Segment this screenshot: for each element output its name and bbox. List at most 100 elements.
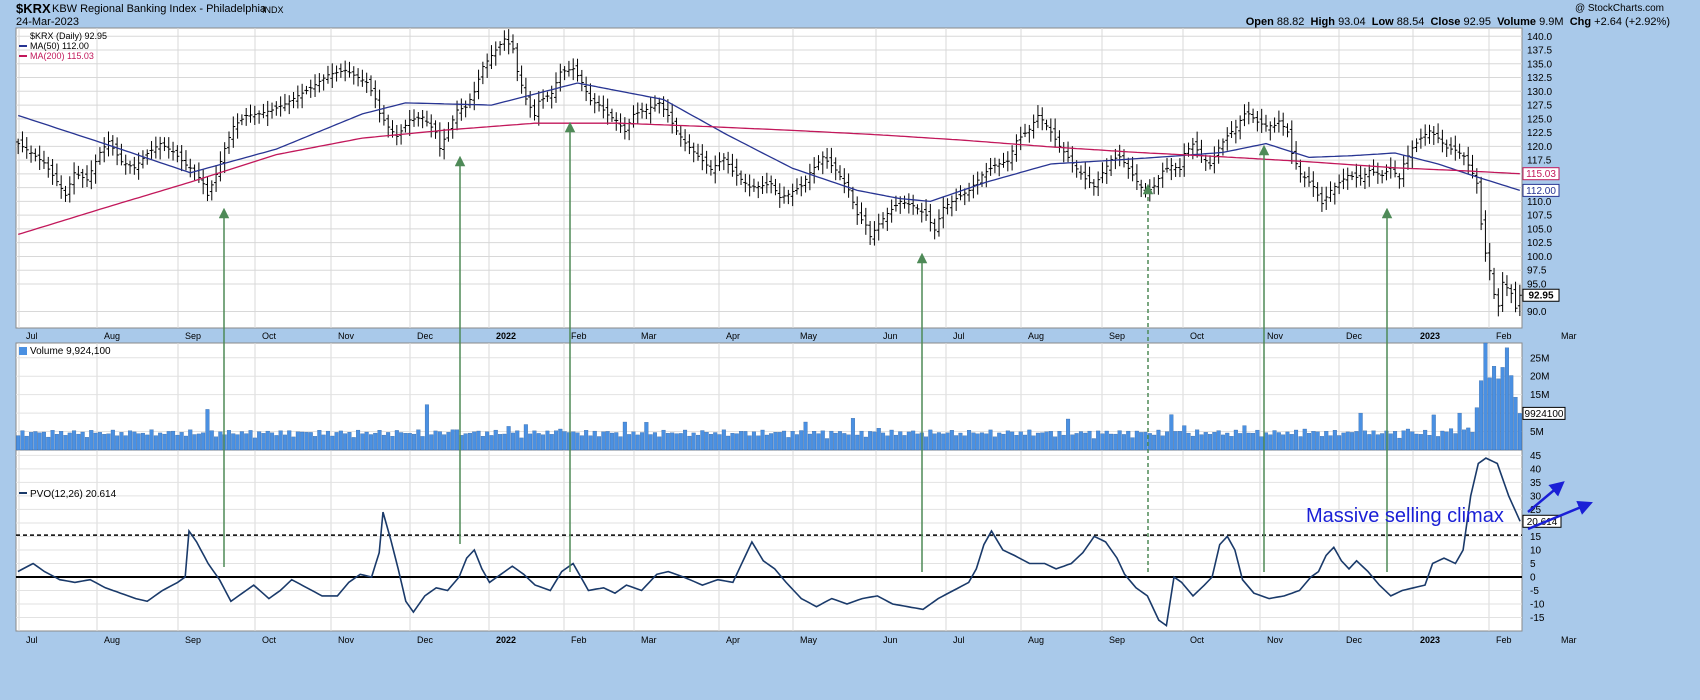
pvo-tick-label: 25 — [1530, 505, 1542, 516]
volume-bar — [368, 434, 373, 451]
volume-bar — [584, 430, 589, 451]
volume-bar — [295, 431, 300, 451]
volume-bar — [321, 434, 326, 451]
volume-bar — [493, 429, 498, 451]
price-value-tag-label: 112.00 — [1526, 186, 1556, 197]
volume-bar — [115, 435, 120, 451]
volume-bar — [136, 433, 141, 451]
chart-header: $KRX KBW Regional Banking Index - Philad… — [0, 0, 1700, 30]
volume-bar — [274, 435, 279, 451]
volume-bar — [1066, 418, 1071, 451]
volume-bar — [356, 429, 361, 451]
pvo-month-label: Sep — [1109, 635, 1125, 645]
price-value-tag — [1522, 288, 1560, 302]
description: KBW Regional Banking Index - Philadelphi… — [52, 3, 267, 15]
volume-bar — [485, 431, 490, 451]
volume-bar — [282, 434, 287, 451]
volume-bar — [313, 436, 318, 451]
volume-bar — [196, 433, 201, 451]
volume-tick-label: 15M — [1530, 390, 1549, 401]
volume-bar — [1281, 434, 1286, 451]
volume-bar — [1457, 412, 1462, 451]
pvo-month-label: Apr — [726, 635, 740, 645]
volume-bar — [1311, 431, 1316, 451]
volume-bar — [1315, 431, 1320, 451]
volume-bar — [41, 431, 46, 451]
volume-bar — [1156, 429, 1161, 451]
volume-bar — [364, 431, 369, 451]
volume-bar — [1272, 430, 1277, 451]
volume-bar — [721, 429, 726, 451]
volume-bar — [1268, 434, 1273, 451]
volume-bar — [76, 433, 81, 451]
volume-bar — [1027, 429, 1032, 451]
volume-bar — [1121, 434, 1126, 451]
volume-bar — [1238, 433, 1243, 451]
volume-bar — [261, 433, 266, 451]
volume-bar — [446, 432, 451, 451]
volume-bar — [347, 432, 352, 451]
volume-bar — [975, 433, 980, 451]
volume-bar — [1212, 432, 1217, 451]
volume-bar — [893, 434, 898, 451]
price-tick-label: 127.5 — [1527, 101, 1552, 112]
volume-bar — [562, 431, 567, 451]
volume-bar — [132, 431, 137, 451]
volume-bar — [708, 434, 713, 451]
volume-label: Volume — [1497, 16, 1537, 28]
volume-bar — [799, 430, 804, 451]
volume-bar — [1186, 432, 1191, 451]
volume-bar — [351, 437, 356, 451]
volume-bar — [515, 430, 520, 451]
volume-bar — [992, 436, 997, 451]
high-value: 93.04 — [1338, 16, 1366, 28]
volume-bar — [601, 431, 606, 451]
volume-bar — [175, 434, 180, 451]
volume-bar — [1307, 433, 1312, 451]
volume-bar — [812, 431, 817, 451]
volume-bar — [1216, 430, 1221, 451]
volume-bar — [1440, 430, 1445, 451]
volume-bar — [89, 430, 94, 451]
price-month-label: Aug — [104, 331, 120, 341]
date: 24-Mar-2023 — [16, 16, 79, 28]
pvo-tick-label: 35 — [1530, 478, 1542, 489]
price-panel — [15, 27, 1523, 329]
volume-bar — [971, 432, 976, 451]
pvo-tick-label: 45 — [1530, 451, 1542, 462]
price-tick-label: 95.0 — [1527, 279, 1547, 290]
volume-bar — [979, 432, 984, 451]
price-legend-ma200: MA(200) 115.03 — [30, 51, 94, 61]
volume-bar — [734, 433, 739, 451]
volume-bar — [37, 432, 42, 451]
volume-bar — [140, 432, 145, 451]
volume-bar — [450, 429, 455, 451]
pvo-month-label: Mar — [1561, 635, 1577, 645]
volume-bar — [1018, 431, 1023, 451]
volume-legend: Volume 9,924,100 — [30, 346, 111, 357]
price-month-label: Sep — [1109, 331, 1125, 341]
price-tick-label: 97.5 — [1527, 266, 1547, 277]
volume-bar — [1487, 377, 1492, 451]
volume-bar — [928, 429, 933, 451]
volume-bar — [1509, 375, 1514, 451]
volume-bar — [510, 432, 515, 451]
volume-bar — [1044, 431, 1049, 451]
volume-bar — [1289, 434, 1294, 451]
volume-bar — [416, 429, 421, 451]
price-month-label: Oct — [1190, 331, 1205, 341]
price-legend-krx: $KRX (Daily) 92.95 — [30, 31, 107, 41]
volume-bar — [519, 437, 524, 451]
volume-bar — [377, 430, 382, 451]
volume-bar — [59, 431, 64, 451]
volume-bar — [579, 435, 584, 451]
volume-bar — [1461, 429, 1466, 451]
volume-bar — [1375, 434, 1380, 451]
volume-bar — [119, 432, 124, 451]
volume-bar — [902, 435, 907, 451]
volume-bar — [424, 404, 429, 451]
volume-bar — [506, 426, 511, 451]
price-month-label: 2022 — [496, 331, 516, 341]
volume-bar — [325, 430, 330, 451]
volume-bar — [1259, 436, 1264, 451]
